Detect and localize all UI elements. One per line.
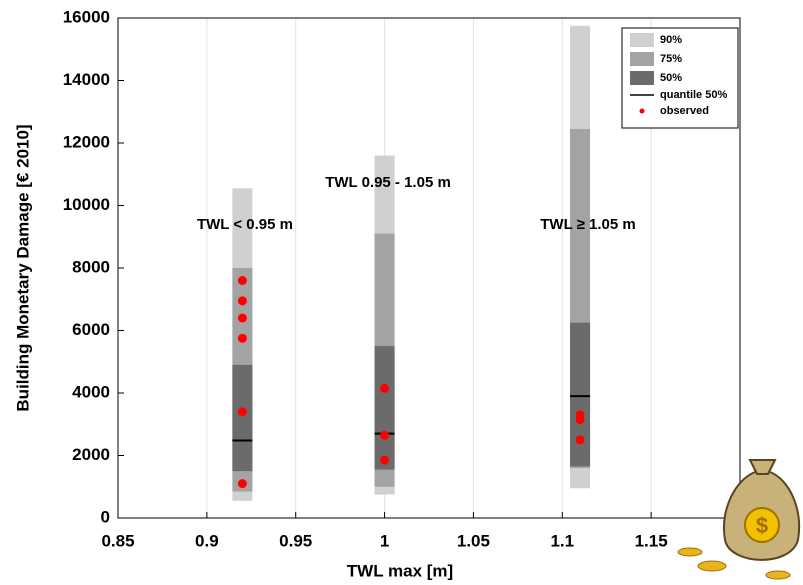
observed-point <box>237 407 247 417</box>
x-axis-label: TWL max [m] <box>347 561 453 580</box>
legend-swatch <box>639 108 645 114</box>
y-tick-label: 12000 <box>63 132 110 151</box>
observed-point <box>237 479 247 489</box>
legend-swatch <box>630 33 654 47</box>
observed-point <box>380 383 390 393</box>
y-tick-label: 14000 <box>63 70 110 89</box>
x-tick-label: 1.15 <box>635 531 668 550</box>
observed-point <box>380 430 390 440</box>
interval-bar <box>232 364 253 472</box>
annotation: TWL 0.95 - 1.05 m <box>325 174 451 191</box>
legend-label: 90% <box>660 34 682 46</box>
observed-point <box>380 455 390 465</box>
x-tick-label: 1.1 <box>550 531 574 550</box>
legend-label: observed <box>660 105 709 117</box>
annotation: TWL < 0.95 m <box>197 216 293 233</box>
interval-bar <box>374 346 395 470</box>
y-tick-label: 4000 <box>72 382 110 401</box>
x-tick-label: 0.85 <box>101 531 134 550</box>
observed-point <box>237 276 247 285</box>
y-axis-label: Building Monetary Damage [€ 2010] <box>13 124 32 411</box>
money-bag-icon: $ <box>677 459 800 580</box>
observed-point <box>237 296 247 306</box>
y-tick-label: 16000 <box>63 7 110 26</box>
y-tick-label: 0 <box>101 507 110 526</box>
legend-label: quantile 50% <box>660 89 727 101</box>
x-tick-label: 1 <box>380 531 389 550</box>
y-tick-label: 6000 <box>72 320 110 339</box>
x-tick-label: 1.05 <box>457 531 490 550</box>
y-tick-label: 2000 <box>72 445 110 464</box>
observed-point <box>575 415 585 425</box>
x-tick-label: 0.95 <box>279 531 312 550</box>
legend-swatch <box>630 52 654 66</box>
observed-point <box>237 313 247 323</box>
legend-label: 75% <box>660 53 682 65</box>
legend-swatch <box>630 71 654 85</box>
y-tick-label: 10000 <box>63 195 110 214</box>
plot-frame <box>117 17 741 519</box>
interval-bar <box>570 322 591 467</box>
legend-label: 50% <box>660 72 682 84</box>
x-tick-label: 0.9 <box>195 531 219 550</box>
observed-point <box>237 333 247 343</box>
y-tick-label: 8000 <box>72 257 110 276</box>
svg-text:$: $ <box>756 513 768 538</box>
annotation: TWL ≥ 1.05 m <box>540 216 635 233</box>
observed-point <box>575 435 585 445</box>
